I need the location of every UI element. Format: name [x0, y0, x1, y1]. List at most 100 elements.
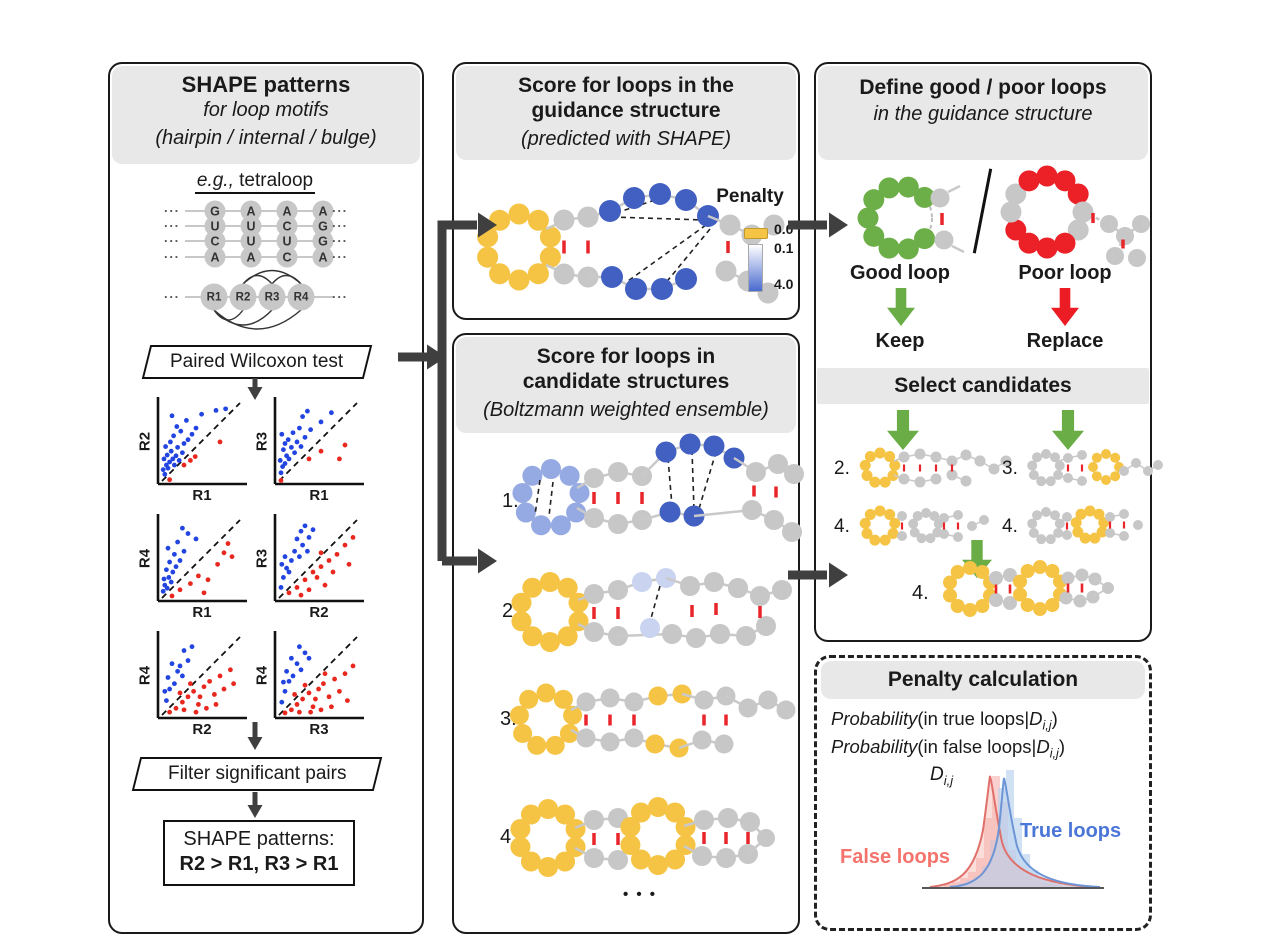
rna-structure-candidate-1 — [512, 433, 804, 542]
sequence-ellipsis: ··· — [332, 203, 348, 219]
mid-bottom-title-1: Score for loops in — [536, 345, 716, 368]
scatter-ylabel: R4 — [253, 665, 271, 686]
nucleotide-bead: A — [204, 246, 226, 268]
reactivity-bead: R2 — [229, 283, 257, 311]
false-loops-density-curve — [929, 775, 1095, 888]
rna-structure-candidate-2 — [511, 568, 792, 652]
nucleotide-bead: C — [204, 230, 226, 252]
scatter-ylabel: R4 — [136, 548, 154, 569]
scatter-xlabel: R2 — [309, 604, 329, 621]
selected-4a-label: 4. — [834, 516, 850, 537]
scatter-plot-R4-vs-R3 — [273, 631, 364, 720]
selected-structure-2 — [859, 447, 1012, 488]
left-header-band — [112, 66, 420, 164]
mid-top-title-2: guidance structure — [531, 99, 721, 122]
right-title-2: in the guidance structure — [873, 103, 1093, 125]
mid-top-title-1: Score for loops in the — [518, 74, 734, 97]
distribution-plot — [922, 770, 1104, 889]
tetraloop-alignment-lines — [185, 210, 333, 330]
nucleotide-bead: G — [312, 230, 334, 252]
good-loop-structure — [857, 176, 965, 260]
arrowhead-icon — [427, 344, 446, 370]
scatter-ylabel: R2 — [136, 431, 154, 452]
mid-bottom-header-band — [456, 337, 796, 433]
left-subtitle-2: (hairpin / internal / bulge) — [155, 127, 377, 149]
good-loop-label: Good loop — [850, 262, 950, 284]
mid-bottom-subtitle: (Boltzmann weighted ensemble) — [483, 399, 769, 421]
scatter-plot-R4-vs-R1 — [156, 514, 247, 603]
scatter-xlabel: R1 — [192, 487, 212, 504]
true-loops-density-fill — [950, 778, 1100, 887]
scatter-plot-R3-vs-R2 — [273, 514, 364, 603]
reactivity-bead: R4 — [287, 283, 315, 311]
pairwise-arcs — [213, 269, 302, 330]
penalty-legend-title: Penalty — [716, 186, 784, 207]
mid-top-header-band — [456, 66, 796, 160]
penalty-gradient-bar — [748, 244, 763, 292]
select-candidates-title: Select candidates — [894, 374, 1072, 397]
true-loops-density-curve — [949, 777, 1101, 888]
penalty-high-value: 4.0 — [774, 276, 794, 292]
sequence-ellipsis: ··· — [164, 218, 180, 234]
scatter-xlabel: R2 — [192, 721, 212, 738]
selected-2-label: 2. — [834, 458, 850, 479]
penalty-calc-title: Penalty calculation — [887, 668, 1079, 691]
sequence-ellipsis: ··· — [164, 233, 180, 249]
sequence-ellipsis: ··· — [332, 218, 348, 234]
penalty-zero-value: 0.0 — [774, 221, 794, 237]
left-subtitle-1: for loop motifs — [203, 99, 329, 121]
probability-true-formula: Probability(in true loops|Di,j) — [831, 708, 1058, 733]
replace-label: Replace — [1026, 330, 1104, 352]
poor-loop-label: Poor loop — [1018, 262, 1112, 284]
filter-label: Filter significant pairs — [167, 763, 347, 784]
nucleotide-bead: U — [240, 230, 262, 252]
sequence-ellipsis: ··· — [164, 289, 180, 305]
penalty-calc-band — [821, 661, 1145, 699]
result-box: SHAPE patterns: R2 > R1, R3 > R1 — [163, 820, 355, 886]
nucleotide-bead: A — [240, 246, 262, 268]
right-title-1: Define good / poor loops — [859, 76, 1107, 99]
sequence-ellipsis: ··· — [332, 289, 348, 305]
final-selected-structure — [943, 560, 1114, 617]
left-title: SHAPE patterns — [181, 72, 351, 97]
mid-bottom-title-2: candidate structures — [522, 370, 730, 393]
scatter-ylabel: R3 — [253, 431, 271, 452]
more-candidates-ellipsis: • • • — [622, 886, 658, 903]
filter-step: Filter significant pairs — [131, 757, 383, 791]
sequence-ellipsis: ··· — [332, 249, 348, 265]
scatter-xlabel: R1 — [192, 604, 212, 621]
result-rule: R2 > R1, R3 > R1 — [179, 853, 339, 875]
scatter-plot-R3-vs-R1 — [273, 397, 364, 486]
reactivity-bead: R3 — [258, 283, 286, 311]
scatter-xlabel: R3 — [309, 721, 329, 738]
selected-structure-4a — [859, 505, 989, 546]
nucleotide-bead: C — [276, 246, 298, 268]
penalty-zero-swatch — [744, 228, 768, 239]
sequence-ellipsis: ··· — [332, 233, 348, 249]
sequence-ellipsis: ··· — [164, 203, 180, 219]
poor-loop-structure — [1000, 165, 1150, 267]
wilcoxon-label: Paired Wilcoxon test — [170, 351, 344, 372]
wilcoxon-step: Paired Wilcoxon test — [141, 345, 373, 379]
sequence-ellipsis: ··· — [164, 249, 180, 265]
scatter-plot-R4-vs-R2 — [156, 631, 247, 720]
selected-4b-label: 4. — [1002, 516, 1018, 537]
keep-label: Keep — [875, 330, 925, 352]
scatter-xlabel: R1 — [309, 487, 329, 504]
nucleotide-bead: U — [276, 230, 298, 252]
false-loops-label: False loops — [840, 846, 951, 868]
penalty-low-value: 0.1 — [774, 240, 794, 256]
nucleotide-bead: A — [312, 246, 334, 268]
scatter-ylabel: R4 — [136, 665, 154, 686]
result-title: SHAPE patterns: — [183, 828, 335, 850]
select-candidates-band — [817, 368, 1149, 404]
selected-3-label: 3. — [1002, 458, 1018, 479]
scatter-ylabel: R3 — [253, 548, 271, 569]
example-caption: e.g., tetraloop — [120, 170, 390, 194]
reactivity-bead: R1 — [200, 283, 228, 311]
final-4-label: 4. — [912, 582, 929, 604]
selected-structure-4b — [1027, 505, 1143, 545]
probability-false-formula: Probability(in false loops|Di,j) — [831, 736, 1065, 761]
true-loops-label: True loops — [1020, 820, 1122, 842]
